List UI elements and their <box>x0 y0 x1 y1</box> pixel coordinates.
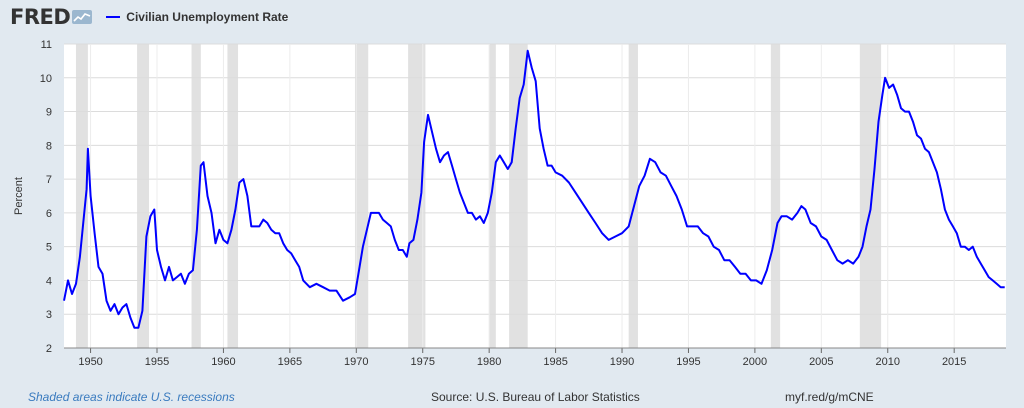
y-axis-label: Percent <box>13 177 25 215</box>
chart-header: FRED Civilian Unemployment Rate <box>10 5 288 29</box>
y-tick-label: 8 <box>46 140 52 152</box>
legend-swatch <box>106 16 121 18</box>
plot-area <box>64 44 1006 348</box>
series-line-unemployment-rate <box>63 49 1005 329</box>
line-chart: 2 3 4 5 6 7 8 9 10 11 1950 1955 1960 1965 1970 1975 198… <box>13 39 1006 368</box>
x-tick-label: 2010 <box>876 356 900 368</box>
y-tick-label: 3 <box>46 309 52 321</box>
recession-band <box>408 44 426 348</box>
x-tick-label: 2000 <box>743 356 767 368</box>
x-tick-label: 1955 <box>145 356 169 368</box>
x-tick-label: 1980 <box>477 356 501 368</box>
y-tick-label: 7 <box>46 174 52 186</box>
recession-band <box>628 44 638 348</box>
x-tick-label: 1985 <box>543 356 567 368</box>
source-text: Source: U.S. Bureau of Labor Statistics <box>431 390 640 404</box>
y-tick-label: 4 <box>46 275 52 287</box>
recession-note[interactable]: Shaded areas indicate U.S. recessions <box>28 390 235 404</box>
x-tick-label: 1990 <box>610 356 634 368</box>
legend-series-label: Civilian Unemployment Rate <box>126 10 289 24</box>
x-tick-label: 1960 <box>211 356 235 368</box>
x-tick-label: 2005 <box>809 356 833 368</box>
recession-band <box>227 44 239 348</box>
x-tick-label: 2015 <box>942 356 966 368</box>
x-tick-label: 1950 <box>78 356 102 368</box>
y-tick-label: 6 <box>46 208 52 220</box>
x-tick-label: 1970 <box>344 356 368 368</box>
chart-legend: Civilian Unemployment Rate <box>106 10 288 24</box>
recession-shading <box>75 44 882 348</box>
gridlines <box>64 43 1006 349</box>
recession-band <box>489 44 496 348</box>
x-tick-label: 1975 <box>410 356 434 368</box>
y-tick-label: 10 <box>40 73 52 85</box>
fred-logo-text: FRED <box>10 5 71 29</box>
recession-band <box>509 44 528 348</box>
fred-logo[interactable]: FRED <box>10 5 93 29</box>
y-tick-label: 5 <box>46 242 52 254</box>
recession-band <box>137 44 150 348</box>
short-link[interactable]: myf.red/g/mCNE <box>785 390 874 404</box>
fred-logo-graph-icon <box>72 10 93 24</box>
recession-band <box>354 44 369 348</box>
y-tick-label: 11 <box>41 39 52 51</box>
recession-band <box>770 44 781 348</box>
y-tick-label: 9 <box>46 107 52 119</box>
recession-band <box>75 44 88 348</box>
recession-band <box>191 44 201 348</box>
x-tick-label: 1965 <box>278 356 302 368</box>
x-axis: 1950 1955 1960 1965 1970 1975 1980 1985 1990 1995… <box>64 347 1006 368</box>
y-axis: 2 3 4 5 6 7 8 9 10 11 <box>40 39 52 355</box>
x-tick-label: 1995 <box>676 356 700 368</box>
recession-band <box>859 44 882 348</box>
y-tick-label: 2 <box>46 343 52 355</box>
